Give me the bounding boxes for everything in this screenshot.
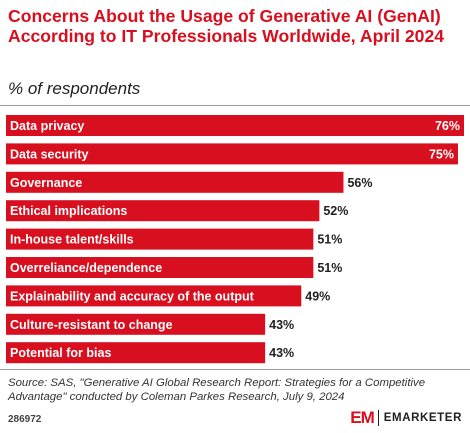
bar-8 [6,342,266,364]
bar-chart: Data privacy 76% Data security 75% Governanc… [6,115,464,364]
bar-value-5: 51% [317,261,342,275]
source-divider [0,369,470,370]
bar-label-1: Data security [10,147,89,161]
bar-value-7: 43% [269,318,294,332]
bar-7 [6,313,266,335]
bar-label-2: Governance [10,176,82,190]
bar-6 [6,285,302,307]
bar-value-8: 43% [269,346,294,360]
source-note: Source: SAS, "Generative AI Global Resea… [8,377,426,403]
logo-mark: EM [350,408,374,427]
chart-subtitle: % of respondents [8,79,141,98]
bar-label-5: Overreliance/dependence [10,261,162,275]
bar-label-4: In-house talent/skills [10,233,134,247]
chart-title: Concerns About the Usage of Generative A… [8,6,445,46]
bar-label-3: Ethical implications [10,204,127,218]
bar-1 [6,143,458,165]
bar-value-3: 52% [323,204,348,218]
bar-label-8: Potential for bias [10,346,111,360]
bar-0 [6,115,464,136]
bar-4 [6,228,314,250]
bar-5 [6,257,314,278]
bar-label-6: Explainability and accuracy of the outpu… [10,289,255,303]
bar-value-0: 76% [435,119,460,133]
bar-label-7: Culture-resistant to change [10,318,173,332]
bar-3 [6,200,320,222]
chart-id: 286972 [8,414,42,425]
bar-value-2: 56% [347,176,372,190]
logo-divider [377,410,379,426]
bar-label-0: Data privacy [10,119,84,133]
bar-2 [6,171,344,193]
bar-value-4: 51% [317,233,342,247]
bar-value-1: 75% [429,147,454,161]
logo-wordmark: EMARKETER [383,412,462,424]
top-divider [0,105,470,106]
emarketer-logo: EM EMARKETER [350,408,462,428]
bar-value-6: 49% [305,289,330,303]
